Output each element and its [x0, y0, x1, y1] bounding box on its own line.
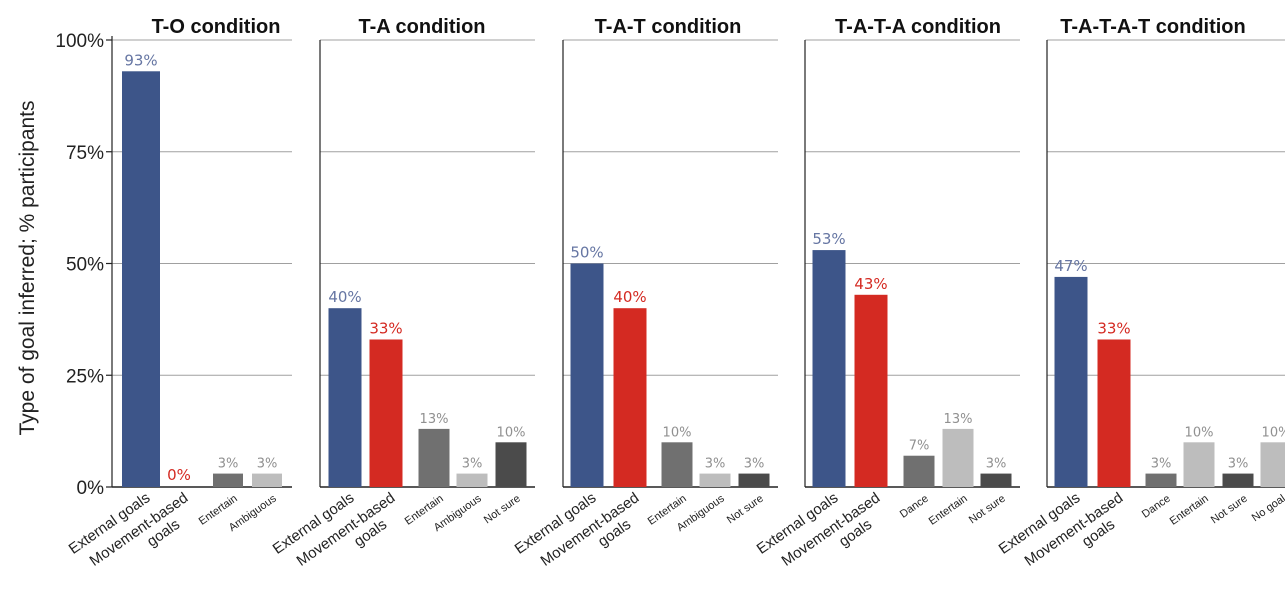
data-label: 3%: [986, 457, 1007, 472]
bar-ambiguous: [252, 473, 282, 487]
data-label: 93%: [124, 51, 157, 69]
data-label: 3%: [218, 457, 239, 472]
data-label: 13%: [944, 412, 973, 427]
data-label: 33%: [1097, 319, 1130, 337]
data-label: 53%: [812, 230, 845, 248]
bar-external-goals: [122, 71, 160, 487]
data-label: 43%: [854, 275, 887, 293]
data-label: 10%: [663, 425, 692, 440]
data-label: 3%: [462, 457, 483, 472]
data-label: 40%: [328, 288, 361, 306]
category-label-dance: Dance: [1140, 493, 1173, 521]
data-label: 7%: [909, 439, 930, 454]
bar-external-goals: [812, 250, 846, 487]
category-label-dance: Dance: [898, 493, 931, 521]
bar-entertain: [661, 442, 693, 487]
data-label: 10%: [1185, 425, 1214, 440]
bar-not-sure: [495, 442, 527, 487]
data-label: 13%: [420, 412, 449, 427]
y-tick-label: 0%: [77, 478, 105, 499]
data-label: 40%: [613, 288, 646, 306]
bar-external-goals: [570, 263, 604, 487]
data-label: 3%: [1228, 457, 1249, 472]
y-tick-label: 100%: [55, 31, 104, 52]
category-label-not-sure: Not sure: [725, 493, 766, 527]
panel-title: T-A-T condition: [595, 16, 742, 38]
bar-movement-based-goals: [854, 294, 888, 487]
bar-dance: [903, 455, 935, 487]
chart-panels: 0%25%50%75%100%T-O condition93%External …: [55, 16, 1285, 570]
data-label: 3%: [1151, 457, 1172, 472]
data-label: 3%: [744, 457, 765, 472]
bar-external-goals: [1054, 276, 1088, 487]
bar-no-goal: [1260, 442, 1285, 487]
bar-entertain: [942, 428, 974, 487]
bar-movement-based-goals: [613, 308, 647, 487]
y-tick-label: 25%: [66, 366, 104, 387]
category-label-not-sure: Not sure: [967, 493, 1008, 527]
data-label: 10%: [497, 425, 526, 440]
bar-not-sure: [980, 473, 1012, 487]
y-tick-label: 50%: [66, 255, 104, 276]
bar-ambiguous: [456, 473, 488, 487]
bar-ambiguous: [699, 473, 731, 487]
data-label: 33%: [369, 319, 402, 337]
category-label-entertain: Entertain: [1168, 493, 1211, 528]
panel-title: T-A-T-A condition: [835, 16, 1001, 38]
y-tick-label: 75%: [66, 143, 104, 164]
category-label-not-sure: Not sure: [1209, 493, 1250, 527]
data-label: 47%: [1054, 257, 1087, 275]
data-label: 0%: [167, 466, 191, 484]
data-label: 10%: [1262, 425, 1285, 440]
category-label-not-sure: Not sure: [482, 493, 523, 527]
data-label: 50%: [570, 244, 603, 262]
bar-external-goals: [328, 308, 362, 487]
bar-not-sure: [1222, 473, 1254, 487]
y-axis-label: Type of goal inferred; % participants: [16, 100, 39, 435]
bar-dance: [1145, 473, 1177, 487]
panel-title: T-O condition: [152, 16, 281, 38]
bar-movement-based-goals: [1097, 339, 1131, 487]
panel-title: T-A-T-A-T condition: [1060, 16, 1246, 38]
bar-not-sure: [738, 473, 770, 487]
category-label-no-goal: No goal: [1250, 493, 1285, 525]
data-label: 3%: [257, 457, 278, 472]
category-label-entertain: Entertain: [927, 493, 970, 528]
data-label: 3%: [705, 457, 726, 472]
bar-entertain: [213, 473, 243, 487]
bar-entertain: [1183, 442, 1215, 487]
bar-movement-based-goals: [369, 339, 403, 487]
panel-title: T-A condition: [358, 16, 485, 38]
bar-entertain: [418, 428, 450, 487]
